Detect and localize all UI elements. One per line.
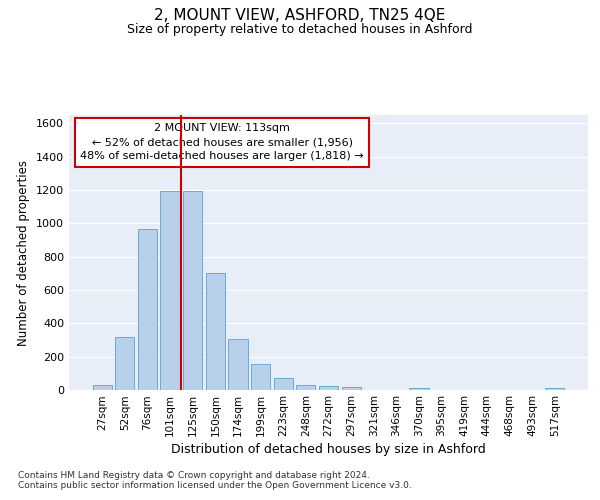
Text: 2, MOUNT VIEW, ASHFORD, TN25 4QE: 2, MOUNT VIEW, ASHFORD, TN25 4QE <box>154 8 446 22</box>
Text: Contains public sector information licensed under the Open Government Licence v3: Contains public sector information licen… <box>18 481 412 490</box>
Bar <box>115 336 134 390</box>
Bar <box>160 191 180 390</box>
Y-axis label: Number of detached properties: Number of detached properties <box>17 160 31 346</box>
Bar <box>341 387 361 390</box>
Bar <box>229 339 248 390</box>
Bar <box>92 385 112 390</box>
Text: Size of property relative to detached houses in Ashford: Size of property relative to detached ho… <box>127 22 473 36</box>
Bar <box>251 364 270 390</box>
Bar <box>274 378 293 390</box>
Text: Distribution of detached houses by size in Ashford: Distribution of detached houses by size … <box>172 442 486 456</box>
Bar <box>183 191 202 390</box>
Text: 2 MOUNT VIEW: 113sqm
← 52% of detached houses are smaller (1,956)
48% of semi-de: 2 MOUNT VIEW: 113sqm ← 52% of detached h… <box>80 123 364 161</box>
Bar <box>206 274 225 390</box>
Bar <box>409 388 428 390</box>
Bar <box>545 388 565 390</box>
Bar <box>296 386 316 390</box>
Bar <box>319 386 338 390</box>
Bar <box>138 229 157 390</box>
Text: Contains HM Land Registry data © Crown copyright and database right 2024.: Contains HM Land Registry data © Crown c… <box>18 471 370 480</box>
